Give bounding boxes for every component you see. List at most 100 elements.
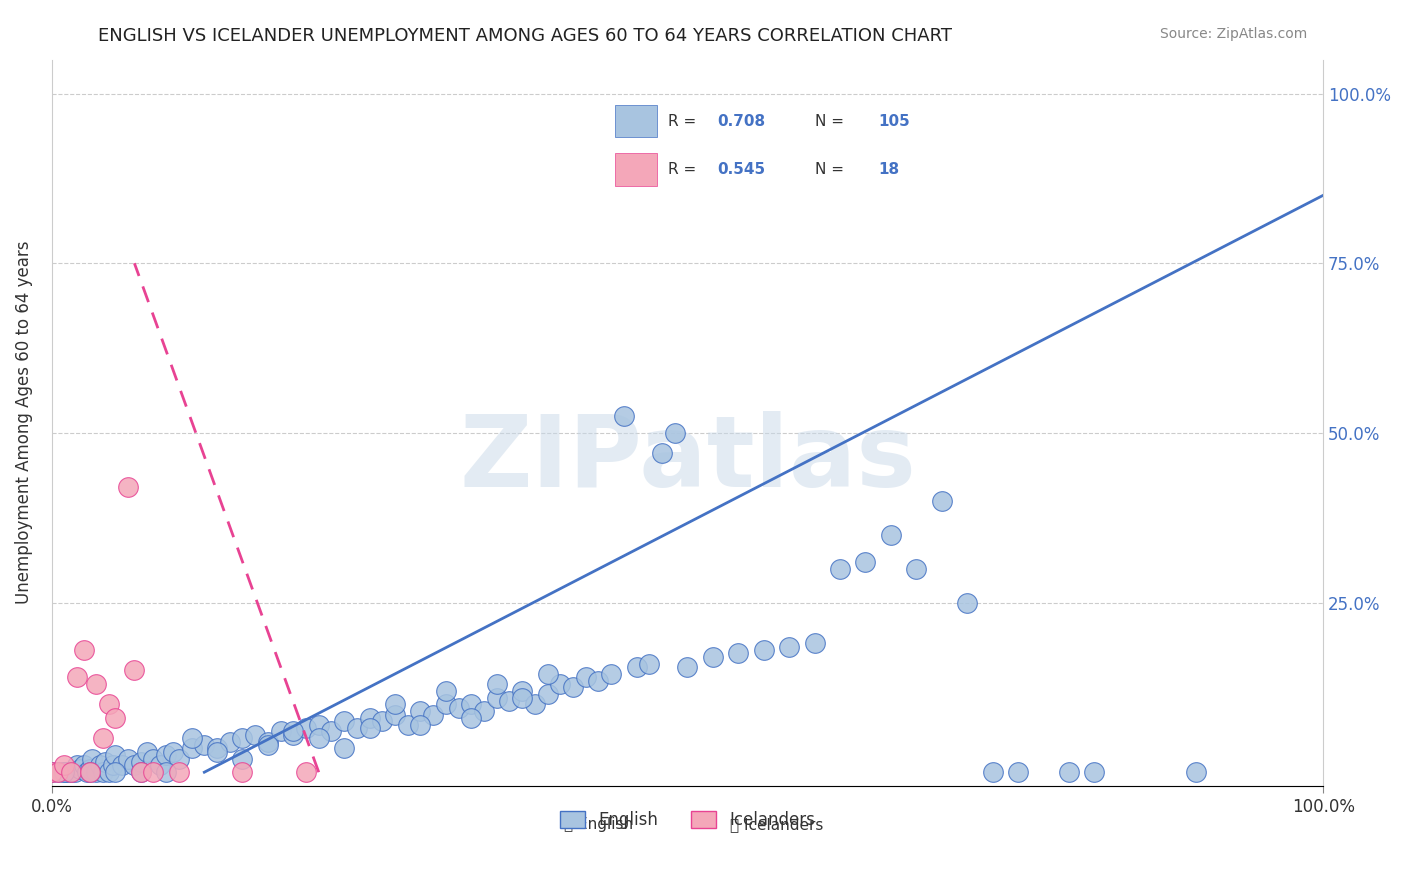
Point bbox=[91, 731, 114, 746]
Text: 18: 18 bbox=[879, 162, 900, 177]
Point bbox=[396, 717, 419, 731]
Point bbox=[562, 681, 585, 695]
Text: 🔶 Icelanders: 🔶 Icelanders bbox=[730, 817, 823, 832]
Point bbox=[205, 741, 228, 756]
Point bbox=[346, 721, 368, 735]
Point bbox=[72, 643, 94, 657]
Point bbox=[180, 741, 202, 756]
Point bbox=[91, 765, 114, 780]
Point bbox=[89, 758, 111, 772]
Point bbox=[371, 714, 394, 729]
Point bbox=[53, 758, 76, 772]
Point bbox=[295, 765, 318, 780]
Point bbox=[104, 765, 127, 780]
Point bbox=[257, 738, 280, 752]
Point bbox=[82, 751, 104, 765]
Point bbox=[41, 765, 63, 780]
Point bbox=[155, 748, 177, 763]
Point bbox=[803, 636, 825, 650]
Point bbox=[205, 745, 228, 759]
Point bbox=[409, 717, 432, 731]
Point bbox=[97, 765, 120, 780]
Point bbox=[638, 657, 661, 671]
Point bbox=[460, 711, 482, 725]
Point bbox=[931, 493, 953, 508]
Point bbox=[409, 704, 432, 718]
Point bbox=[510, 690, 533, 705]
Text: R =: R = bbox=[668, 162, 702, 177]
Point bbox=[162, 745, 184, 759]
Text: ENGLISH VS ICELANDER UNEMPLOYMENT AMONG AGES 60 TO 64 YEARS CORRELATION CHART: ENGLISH VS ICELANDER UNEMPLOYMENT AMONG … bbox=[98, 27, 952, 45]
Point bbox=[422, 707, 444, 722]
Text: Source: ZipAtlas.com: Source: ZipAtlas.com bbox=[1160, 27, 1308, 41]
Point bbox=[129, 755, 152, 769]
Point bbox=[600, 666, 623, 681]
Legend: English, Icelanders: English, Icelanders bbox=[553, 804, 823, 836]
Point bbox=[101, 758, 124, 772]
Point bbox=[129, 765, 152, 780]
Point bbox=[778, 640, 800, 654]
Point bbox=[550, 677, 572, 691]
Point bbox=[104, 711, 127, 725]
Point bbox=[1007, 765, 1029, 780]
Point bbox=[59, 765, 82, 780]
Point bbox=[1083, 765, 1105, 780]
Point bbox=[676, 660, 699, 674]
Point bbox=[124, 758, 146, 772]
Point bbox=[129, 765, 152, 780]
Point bbox=[321, 724, 343, 739]
Point bbox=[270, 724, 292, 739]
Point bbox=[79, 765, 101, 780]
Point bbox=[243, 728, 266, 742]
Point bbox=[167, 751, 190, 765]
Point bbox=[981, 765, 1004, 780]
Point bbox=[79, 765, 101, 780]
Point bbox=[84, 765, 107, 780]
Point bbox=[46, 765, 69, 780]
Point bbox=[664, 425, 686, 440]
Point bbox=[333, 741, 356, 756]
Point bbox=[956, 595, 979, 609]
Point bbox=[472, 704, 495, 718]
Point bbox=[485, 690, 508, 705]
Point bbox=[167, 765, 190, 780]
Point bbox=[94, 755, 117, 769]
Point bbox=[651, 446, 673, 460]
FancyBboxPatch shape bbox=[616, 153, 658, 186]
Point bbox=[434, 683, 457, 698]
FancyBboxPatch shape bbox=[616, 105, 658, 137]
Point bbox=[111, 758, 134, 772]
Point bbox=[69, 762, 91, 776]
Point bbox=[79, 762, 101, 776]
Point bbox=[828, 561, 851, 575]
Point bbox=[193, 738, 215, 752]
Point bbox=[460, 698, 482, 712]
Point bbox=[46, 765, 69, 780]
Point bbox=[575, 670, 598, 684]
Point bbox=[76, 765, 98, 780]
Point bbox=[905, 561, 928, 575]
Point bbox=[257, 734, 280, 748]
Point bbox=[283, 728, 305, 742]
Point bbox=[231, 751, 253, 765]
Text: 🔷 English: 🔷 English bbox=[564, 817, 633, 832]
Point bbox=[231, 765, 253, 780]
Point bbox=[84, 677, 107, 691]
Point bbox=[66, 758, 89, 772]
Point bbox=[727, 647, 749, 661]
Point bbox=[295, 721, 318, 735]
Text: 0.708: 0.708 bbox=[717, 114, 765, 128]
Text: N =: N = bbox=[815, 162, 849, 177]
Text: R =: R = bbox=[668, 114, 702, 128]
Point bbox=[333, 714, 356, 729]
Point bbox=[434, 698, 457, 712]
Text: 0.545: 0.545 bbox=[717, 162, 765, 177]
Point bbox=[53, 765, 76, 780]
Point bbox=[1185, 765, 1208, 780]
Point bbox=[155, 765, 177, 780]
Point bbox=[384, 698, 406, 712]
Point bbox=[498, 694, 520, 708]
Point bbox=[97, 698, 120, 712]
Point bbox=[117, 480, 139, 494]
Point bbox=[308, 731, 330, 746]
